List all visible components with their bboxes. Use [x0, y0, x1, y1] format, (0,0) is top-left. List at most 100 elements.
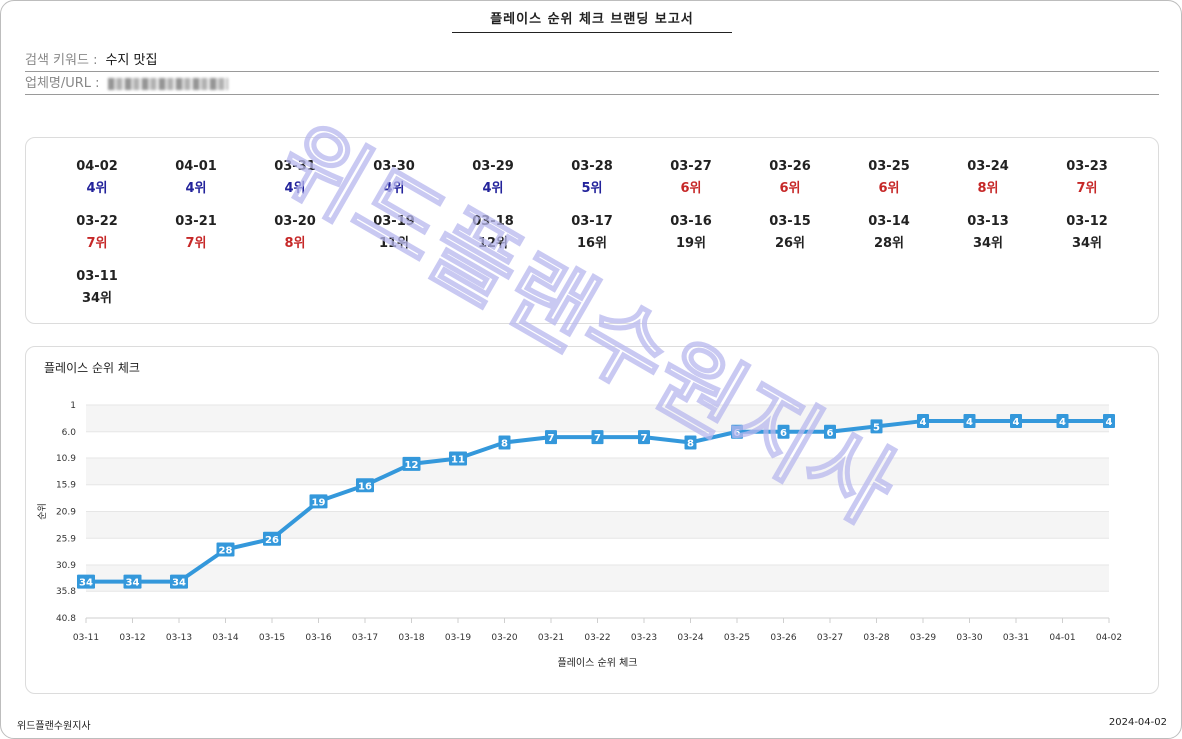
- data-point: [123, 574, 142, 589]
- blurred-business-name: [107, 77, 228, 90]
- data-point: [1103, 414, 1115, 429]
- x-tick-label: 03-24: [677, 633, 703, 643]
- x-tick-label: 03-26: [770, 633, 796, 643]
- data-point: [963, 414, 976, 429]
- rank-cell: 03-14 28위: [844, 213, 934, 254]
- x-tick-label: 03-12: [119, 633, 145, 643]
- grid-band: [86, 565, 1109, 592]
- rank-value: 28위: [873, 236, 905, 251]
- rank-value: 8위: [284, 236, 306, 251]
- rank-cell: 03-31 4위: [250, 158, 340, 199]
- keyword-value: 수지 맛집: [105, 53, 158, 68]
- rank-value: 34위: [1071, 236, 1103, 251]
- rank-date: 03-31: [274, 159, 316, 174]
- data-label: 34: [172, 578, 186, 589]
- y-tick-label: 40.8: [56, 614, 76, 624]
- rank-value: 4위: [284, 181, 306, 196]
- rank-value: 34위: [972, 236, 1004, 251]
- x-tick-label: 03-30: [956, 633, 982, 643]
- rank-value: 26위: [774, 236, 806, 251]
- footer-date: 2024-04-02: [1108, 717, 1167, 728]
- data-label: 12: [405, 460, 419, 471]
- rank-cell: 03-25 6위: [844, 158, 934, 199]
- rank-cell: 03-28 5위: [547, 158, 637, 199]
- x-tick-label: 03-27: [817, 633, 843, 643]
- rank-cell: 03-15 26위: [745, 213, 835, 254]
- rank-date: 03-18: [472, 214, 514, 229]
- rank-cell: 03-17 16위: [547, 213, 637, 254]
- data-point: [356, 478, 374, 493]
- x-tick-label: 03-18: [398, 633, 424, 643]
- data-label: 34: [126, 578, 140, 589]
- x-tick-label: 03-14: [212, 633, 238, 643]
- rank-date: 04-02: [76, 159, 118, 174]
- y-tick-label: 15.9: [56, 481, 76, 491]
- x-tick-label: 03-19: [445, 633, 471, 643]
- rank-cell: 03-22 7위: [52, 213, 142, 254]
- grid-band: [86, 457, 1109, 485]
- data-point: [449, 451, 467, 466]
- chart-title: 플레이스 순위 체크: [44, 361, 140, 375]
- rank-value: 4위: [383, 181, 405, 196]
- rank-date: 03-12: [1066, 214, 1108, 229]
- data-label: 28: [219, 545, 233, 556]
- data-point: [870, 419, 883, 434]
- rank-value: 4위: [482, 181, 504, 196]
- rank-cell: 03-12 34위: [1042, 213, 1132, 254]
- x-tick-label: 04-02: [1096, 633, 1122, 643]
- rank-value: 7위: [185, 236, 207, 251]
- rank-cell: 03-20 8위: [250, 213, 340, 254]
- rank-cell: 03-13 34위: [943, 213, 1033, 254]
- data-point: [1010, 414, 1022, 429]
- grid-band: [86, 405, 1109, 432]
- rank-date: 03-30: [373, 159, 415, 174]
- data-point: [170, 574, 188, 589]
- data-point: [824, 424, 836, 439]
- rank-value: 34위: [81, 291, 113, 306]
- x-tick-label: 03-28: [863, 633, 889, 643]
- rank-line-chart: 1 6.0 10.9 15.9 20.9 25.9 30.9 35.8 40.8 03-11 03-…: [37, 401, 1122, 669]
- data-label: 19: [312, 497, 326, 508]
- rank-date: 03-25: [868, 159, 910, 174]
- x-tick-label: 03-29: [910, 633, 936, 643]
- y-tick-label: 30.9: [56, 561, 76, 571]
- data-label: 4: [1059, 417, 1066, 428]
- report-title: 플레이스 순위 체크 브랜딩 보고서: [452, 11, 732, 33]
- rank-value: 16위: [576, 236, 608, 251]
- rank-date: 03-20: [274, 214, 316, 229]
- x-tick-label: 03-31: [1003, 633, 1029, 643]
- rank-value: 4위: [86, 181, 108, 196]
- rank-cell: 03-19 11위: [349, 213, 439, 254]
- rank-date: 03-28: [571, 159, 613, 174]
- x-tick-label: 03-21: [538, 633, 564, 643]
- rank-cell: 03-27 6위: [646, 158, 736, 199]
- data-point: [638, 430, 650, 445]
- data-point: [77, 574, 95, 589]
- rank-value: 11위: [378, 236, 410, 251]
- rank-date: 03-15: [769, 214, 811, 229]
- grid-band: [86, 511, 1109, 539]
- rank-value: 19위: [675, 236, 707, 251]
- data-point: [591, 430, 604, 445]
- data-label: 34: [79, 578, 93, 589]
- data-label: 7: [641, 433, 648, 444]
- rank-cell: 03-11 34위: [52, 268, 142, 309]
- data-point: [917, 414, 929, 429]
- footer-company: 위드플랜수원지사: [17, 721, 91, 732]
- y-tick-label: 1: [70, 401, 76, 411]
- data-point: [498, 435, 511, 450]
- data-point: [216, 542, 235, 557]
- rank-date: 03-11: [76, 269, 118, 284]
- rank-cell: 04-02 4위: [52, 158, 142, 199]
- y-tick-label: 25.9: [56, 534, 76, 544]
- rank-value: 6위: [779, 181, 801, 196]
- rank-date: 03-29: [472, 159, 514, 174]
- rank-value: 6위: [680, 181, 702, 196]
- data-label: 11: [451, 455, 465, 466]
- url-label: 업체명/URL :: [25, 76, 100, 91]
- rank-cell: 03-21 7위: [151, 213, 241, 254]
- data-point: [777, 424, 790, 439]
- rank-date: 03-22: [76, 214, 118, 229]
- x-tick-label: 03-11: [73, 633, 99, 643]
